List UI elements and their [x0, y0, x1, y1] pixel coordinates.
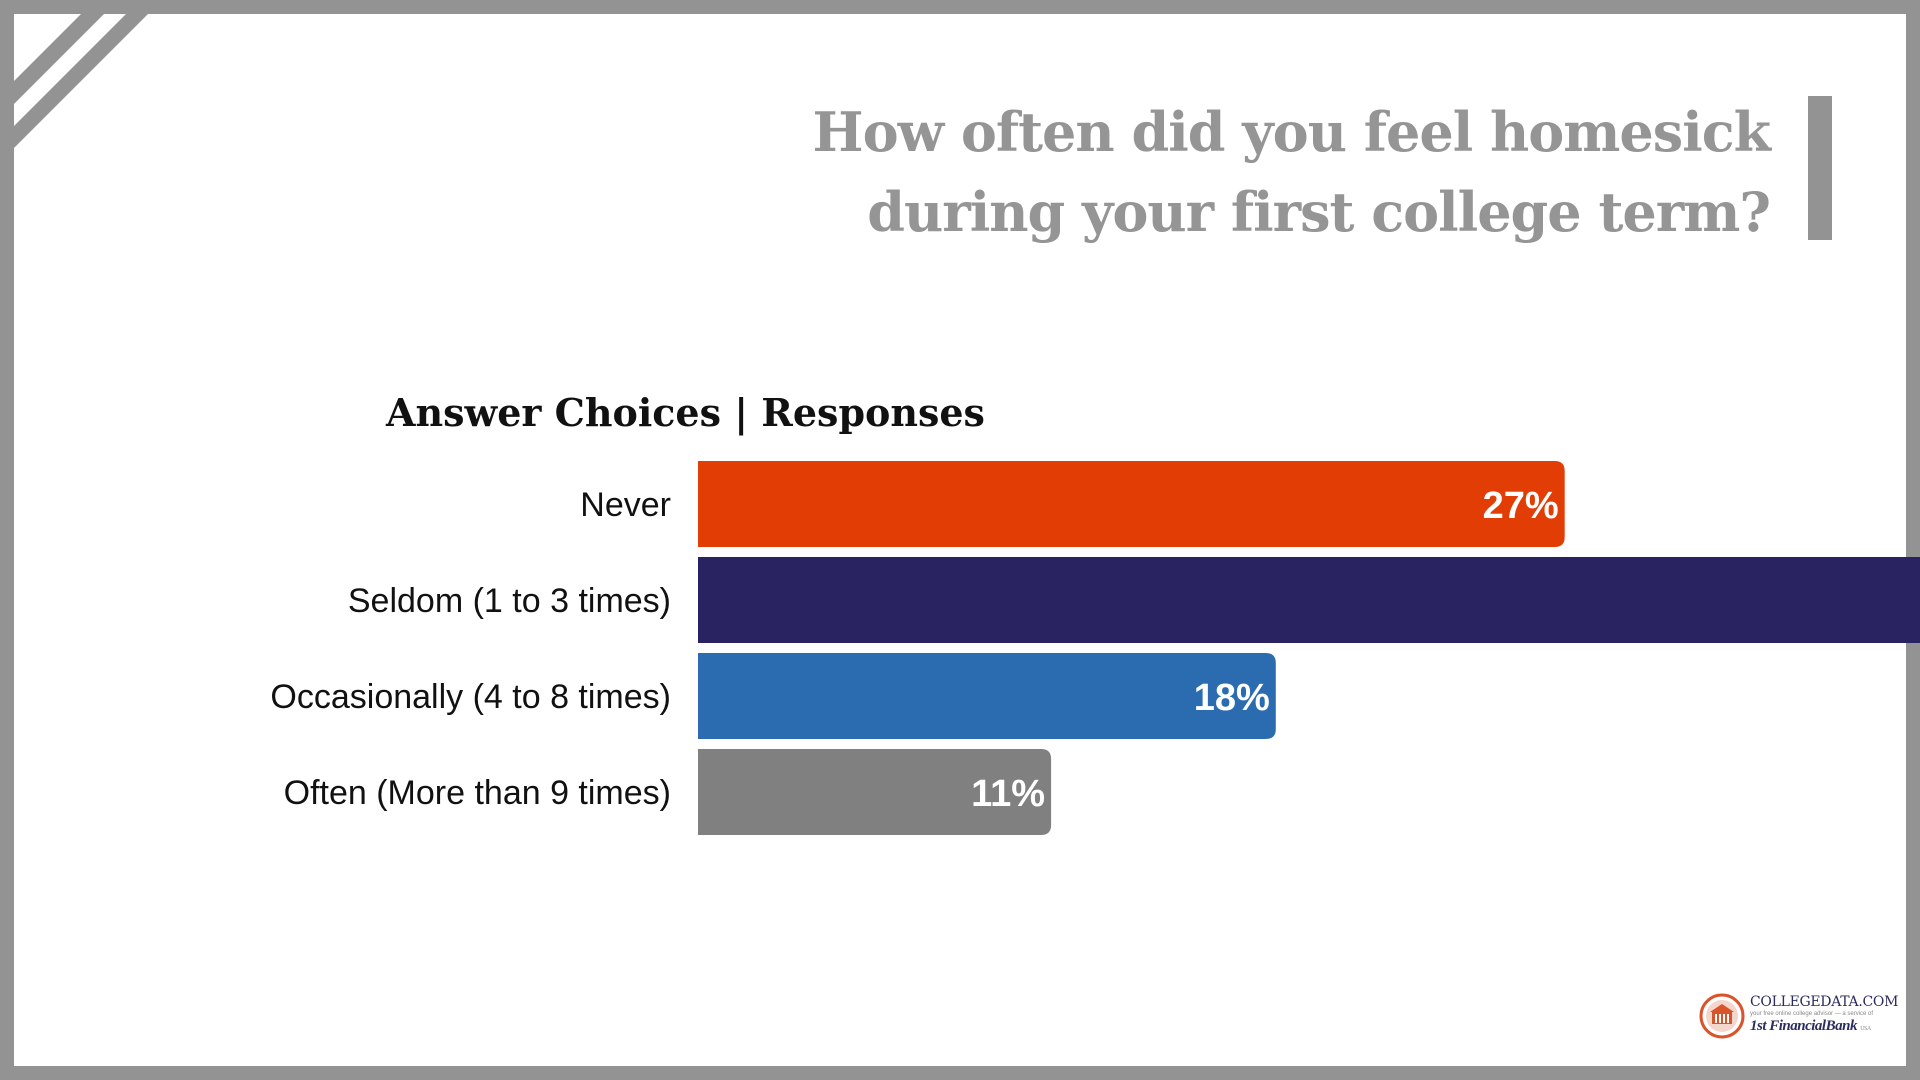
category-label-3: Often (More than 9 times): [284, 774, 671, 812]
bar-0: [698, 461, 1565, 547]
logo-tagline: your free online college advisor — a ser…: [1750, 1011, 1874, 1017]
category-label-1: Seldom (1 to 3 times): [348, 582, 671, 620]
logo-brand-text: COLLEGEDATA.COM: [1750, 994, 1899, 1010]
logo-bank-name: 1st FinancialBank: [1750, 1018, 1857, 1034]
bar-3: [698, 749, 1052, 835]
category-label-2: Occasionally (4 to 8 times): [270, 678, 671, 716]
title-accent-bar: [1808, 96, 1832, 240]
slide-title: How often did you feel homesick during y…: [770, 92, 1771, 252]
corner-stripes-decoration: [0, 0, 162, 162]
collegedata-seal-icon: [1699, 993, 1745, 1039]
collegedata-logo: COLLEGEDATA.COM your free online college…: [1698, 992, 1898, 1042]
title-line-1: How often did you feel homesick: [812, 100, 1771, 164]
title-line-2: during your first college term?: [867, 180, 1771, 244]
logo-bank-suffix: USA: [1860, 1026, 1871, 1032]
data-label-2: 18%: [1194, 677, 1270, 719]
category-label-0: Never: [580, 486, 671, 524]
chart-header: Answer Choices | Responses: [385, 390, 985, 435]
data-label-0: 27%: [1483, 485, 1559, 527]
bar-1: [698, 557, 1920, 643]
logo-bank-text: 1st FinancialBank USA: [1750, 1018, 1871, 1035]
bar-2: [698, 653, 1276, 739]
data-label-3: 11%: [971, 773, 1045, 815]
